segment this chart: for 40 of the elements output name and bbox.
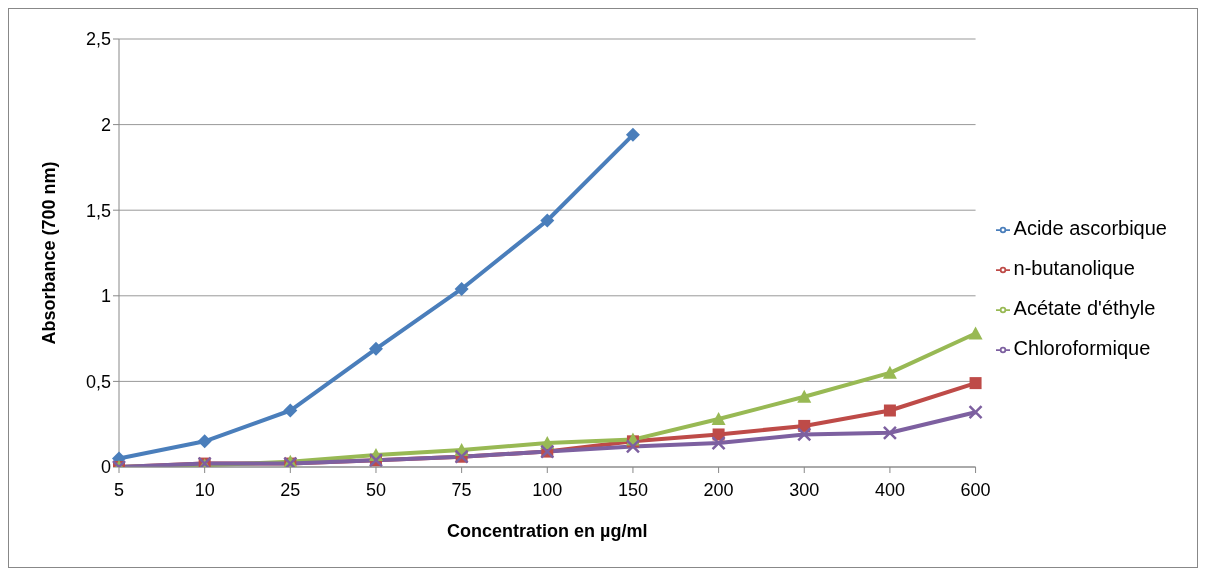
point: [968, 326, 983, 340]
point: [711, 412, 726, 426]
point: [797, 427, 812, 442]
point: [797, 389, 812, 403]
x-tick-label: 200: [703, 479, 734, 500]
legend-label: Chloroformique: [1013, 337, 1151, 359]
x-tick-label: 10: [194, 479, 215, 500]
point: [969, 377, 982, 390]
x-tick-label: 150: [617, 479, 648, 500]
legend-label: Acétate d'éthyle: [1013, 297, 1156, 319]
point: [882, 365, 897, 379]
x-tick-label: 50: [365, 479, 386, 500]
y-tick-label: 0: [100, 457, 111, 478]
y-tick-label: 2,5: [85, 29, 111, 50]
x-axis-title: Concentration en µg/ml: [447, 521, 648, 541]
y-tick-label: 2: [100, 114, 111, 135]
x-tick-label: 400: [874, 479, 905, 500]
y-tick-label: 1: [100, 286, 111, 307]
y-axis-title: Absorbance (700 nm): [39, 161, 60, 345]
y-tick-label: 1,5: [85, 200, 111, 221]
y-tick-label: 0,5: [85, 371, 111, 392]
point: [197, 434, 212, 449]
x-tick-label: 75: [451, 479, 472, 500]
x-tick-label: 5: [113, 479, 125, 500]
legend-label: Acide ascorbique: [1013, 217, 1167, 239]
x-tick-label: 100: [532, 479, 563, 500]
x-tick-label: 600: [960, 479, 991, 500]
legend-label: n-butanolique: [1013, 257, 1135, 279]
point: [454, 281, 469, 296]
point: [883, 404, 896, 417]
point: [711, 435, 726, 451]
point: [540, 213, 555, 228]
point: [283, 403, 298, 418]
point: [625, 439, 641, 454]
x-tick-label: 25: [280, 479, 301, 500]
point: [968, 404, 983, 420]
point: [625, 127, 640, 142]
point: [368, 341, 383, 356]
x-tick-label: 300: [789, 479, 820, 500]
point: [882, 425, 898, 441]
